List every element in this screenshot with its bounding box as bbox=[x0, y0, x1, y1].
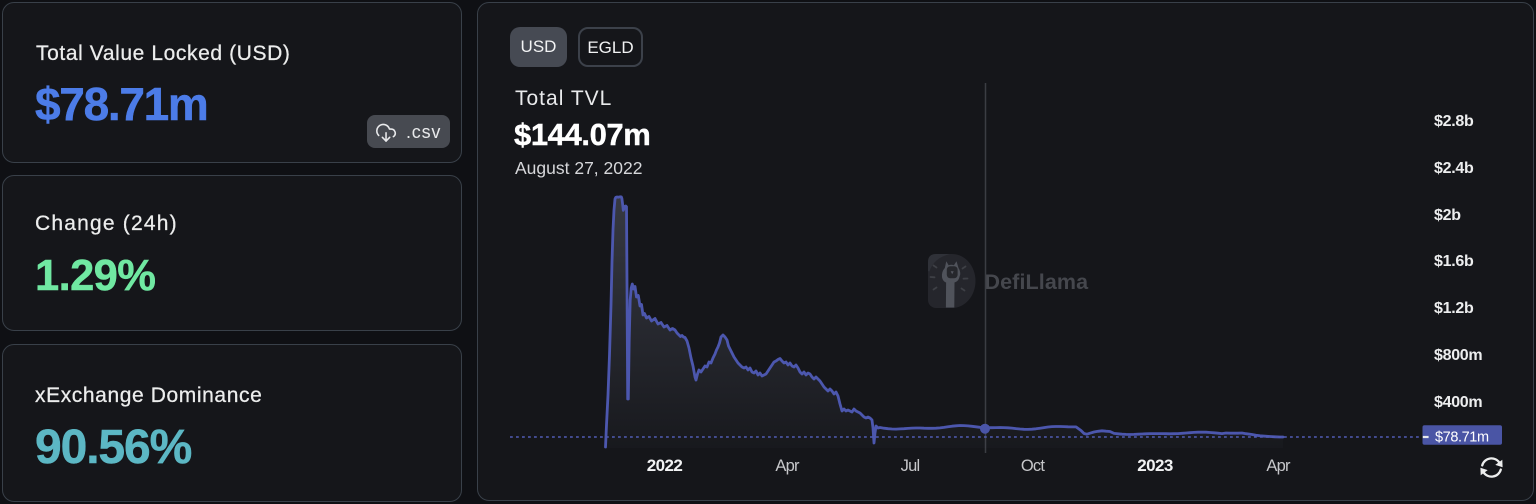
svg-text:$400m: $400m bbox=[1434, 394, 1482, 411]
svg-text:Apr: Apr bbox=[775, 457, 800, 475]
svg-text:DefiLlama: DefiLlama bbox=[985, 270, 1090, 294]
svg-text:$2.4b: $2.4b bbox=[1434, 160, 1474, 177]
svg-text:2022: 2022 bbox=[647, 456, 683, 475]
svg-text:$78.71m: $78.71m bbox=[1435, 429, 1489, 445]
svg-text:$1.2b: $1.2b bbox=[1434, 300, 1474, 317]
svg-text:2023: 2023 bbox=[1137, 456, 1173, 475]
svg-text:Oct: Oct bbox=[1021, 457, 1045, 475]
svg-text:$1.6b: $1.6b bbox=[1434, 253, 1474, 270]
svg-text:Apr: Apr bbox=[1266, 457, 1291, 475]
svg-text:$800m: $800m bbox=[1434, 347, 1482, 364]
svg-text:$2b: $2b bbox=[1434, 207, 1461, 224]
svg-text:Jul: Jul bbox=[901, 457, 920, 475]
svg-text:$2.8b: $2.8b bbox=[1434, 113, 1474, 130]
svg-text:.csv: .csv bbox=[406, 122, 441, 142]
